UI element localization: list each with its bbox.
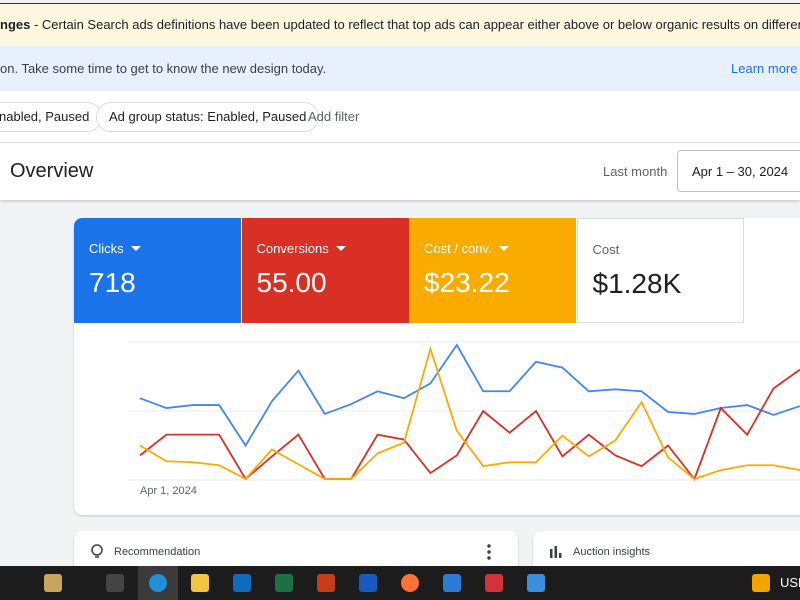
series-line <box>139 345 800 481</box>
metric-tile[interactable]: Clicks 718 <box>74 218 241 323</box>
info-bar: on. Take some time to get to know the ne… <box>0 46 800 91</box>
metric-label: Cost <box>592 242 620 257</box>
powerpoint-icon[interactable] <box>317 574 335 592</box>
currency-icon <box>752 574 770 592</box>
page-header: Overview Last month Apr 1 – 30, 2024 <box>0 143 800 200</box>
date-range[interactable]: Apr 1 – 30, 2024 <box>677 150 800 192</box>
app-icon[interactable] <box>527 574 545 592</box>
app-icon[interactable] <box>485 574 503 592</box>
currency-label: USD <box>780 575 800 590</box>
arrow <box>335 246 346 251</box>
metric-value: 718 <box>89 267 136 298</box>
card-title: Recommendation <box>114 546 201 558</box>
notice-title: nges <box>0 17 31 32</box>
metric-label: Conversions <box>256 241 329 256</box>
metric-tile[interactable]: Cost $1.28K <box>576 218 744 323</box>
taskbar: USD <box>0 566 800 600</box>
metric-label: Clicks <box>89 241 124 256</box>
metric-label: Cost / conv. <box>424 241 492 256</box>
metric-tile[interactable]: Conversions 55.00 <box>241 218 409 323</box>
filter-bar: nabled, Paused Ad group status: Enabled,… <box>0 91 800 143</box>
dropdown-arrow <box>335 246 346 251</box>
notice-banner: nges - Certain Search ads definitions ha… <box>0 3 800 46</box>
page-title: Overview <box>10 160 94 182</box>
firefox-icon[interactable] <box>401 574 419 592</box>
excel-icon[interactable] <box>275 574 293 592</box>
bulb-icon <box>91 544 103 558</box>
metric-tile[interactable]: Cost / conv. $23.22 <box>409 218 576 323</box>
dropdown-arrow <box>131 246 141 251</box>
dropdown-arrow <box>499 246 509 251</box>
info-text: on. Take some time to get to know the ne… <box>0 61 327 76</box>
metric-value: $23.22 <box>424 267 510 298</box>
explorer-icon[interactable] <box>191 574 209 592</box>
arrow <box>131 246 141 251</box>
add-filter[interactable]: Add filter <box>308 109 360 124</box>
learn-more-link[interactable]: Learn more <box>731 61 798 76</box>
edge-icon[interactable] <box>149 574 167 592</box>
card-title: Auction insights <box>573 546 651 558</box>
app-icon[interactable] <box>44 574 62 592</box>
metric-value: 55.00 <box>256 267 327 298</box>
x-axis-label: Apr 1, 2024 <box>140 485 197 497</box>
series-line <box>139 368 800 481</box>
filter-chip[interactable]: nabled, Paused <box>0 102 103 132</box>
task-view-icon[interactable] <box>106 574 124 592</box>
metric-value: $1.28K <box>592 268 682 299</box>
filter-chip[interactable]: Ad group status: Enabled, Paused <box>96 102 320 132</box>
overview-card: Clicks 718 Conversions 55.00 Cost / conv. $23… <box>74 218 800 515</box>
outlook-icon[interactable] <box>233 574 251 592</box>
chart: Apr 1, 2024 <box>128 341 800 497</box>
word-icon[interactable] <box>359 574 377 592</box>
series-line <box>139 343 800 448</box>
arrow <box>499 246 509 251</box>
range-label: Last month <box>603 164 668 179</box>
bar-icon <box>550 546 562 558</box>
more-menu[interactable] <box>486 544 492 560</box>
notice-text: - Certain Search ads definitions have be… <box>30 17 800 32</box>
app-icon[interactable] <box>443 574 461 592</box>
